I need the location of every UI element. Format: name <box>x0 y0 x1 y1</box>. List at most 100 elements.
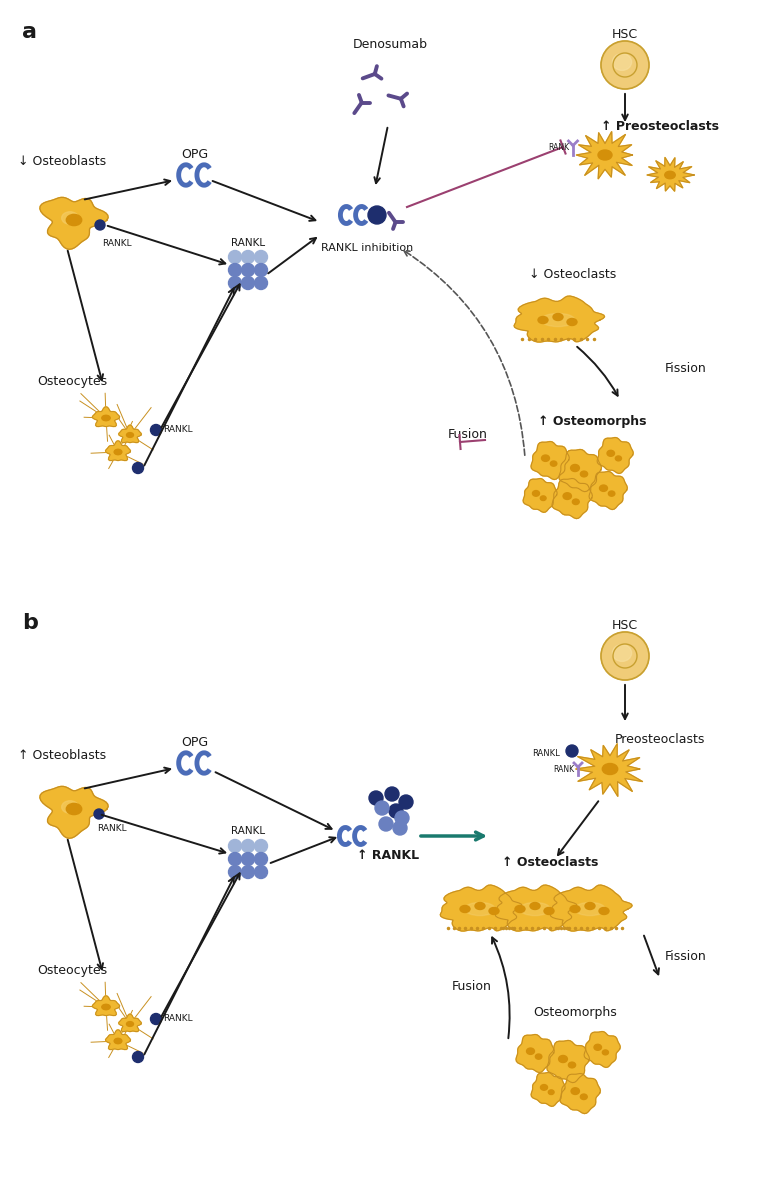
Ellipse shape <box>66 804 82 814</box>
Ellipse shape <box>553 313 563 320</box>
Polygon shape <box>560 1073 601 1113</box>
Circle shape <box>151 424 161 435</box>
Text: Fission: Fission <box>665 949 707 962</box>
Ellipse shape <box>460 905 470 913</box>
Text: RANKL: RANKL <box>102 239 131 248</box>
Circle shape <box>375 801 389 816</box>
Polygon shape <box>547 1040 590 1083</box>
Polygon shape <box>523 479 558 512</box>
Circle shape <box>255 264 268 277</box>
Ellipse shape <box>535 1054 542 1059</box>
Ellipse shape <box>515 905 525 913</box>
Polygon shape <box>647 157 694 191</box>
Ellipse shape <box>599 908 609 915</box>
Text: Osteocytes: Osteocytes <box>37 965 107 978</box>
Polygon shape <box>105 441 131 461</box>
Circle shape <box>389 804 403 818</box>
Text: Denosumab: Denosumab <box>352 38 428 51</box>
Circle shape <box>255 865 268 878</box>
Circle shape <box>241 852 255 865</box>
Circle shape <box>132 1052 144 1063</box>
Circle shape <box>241 277 255 290</box>
Text: ↑ RANKL: ↑ RANKL <box>357 849 419 862</box>
Circle shape <box>601 41 649 89</box>
Ellipse shape <box>520 902 550 916</box>
Ellipse shape <box>62 212 78 225</box>
Text: OPG: OPG <box>181 736 208 749</box>
Ellipse shape <box>548 1090 554 1095</box>
Ellipse shape <box>102 415 110 421</box>
Polygon shape <box>531 442 569 480</box>
Circle shape <box>601 632 649 680</box>
Polygon shape <box>118 426 141 442</box>
Text: HSC: HSC <box>612 28 638 41</box>
Ellipse shape <box>475 903 485 909</box>
Circle shape <box>228 852 241 865</box>
Polygon shape <box>576 131 632 178</box>
Text: RANK: RANK <box>554 765 574 773</box>
Ellipse shape <box>664 171 675 178</box>
Ellipse shape <box>541 496 546 500</box>
Text: Osteocytes: Osteocytes <box>37 375 107 388</box>
Ellipse shape <box>581 1095 588 1099</box>
Ellipse shape <box>612 644 631 662</box>
Text: ↑ Osteoblasts: ↑ Osteoblasts <box>18 749 106 762</box>
Ellipse shape <box>571 465 579 472</box>
Ellipse shape <box>600 485 608 492</box>
Polygon shape <box>584 1032 621 1067</box>
Circle shape <box>379 817 393 831</box>
Polygon shape <box>40 786 108 838</box>
Circle shape <box>255 251 268 264</box>
Polygon shape <box>441 885 522 931</box>
Circle shape <box>255 277 268 290</box>
Ellipse shape <box>598 150 612 160</box>
Ellipse shape <box>585 903 595 909</box>
Circle shape <box>228 277 241 290</box>
Text: Fusion: Fusion <box>448 428 488 441</box>
Polygon shape <box>552 479 592 519</box>
Circle shape <box>132 462 144 474</box>
Polygon shape <box>514 296 604 342</box>
Ellipse shape <box>544 908 554 915</box>
Text: ↑ Preosteoclasts: ↑ Preosteoclasts <box>601 121 719 134</box>
Polygon shape <box>597 437 633 474</box>
Text: RANKL: RANKL <box>97 824 127 833</box>
Polygon shape <box>495 885 577 931</box>
Circle shape <box>566 745 578 756</box>
Ellipse shape <box>594 1045 601 1051</box>
Ellipse shape <box>602 1050 608 1054</box>
Ellipse shape <box>607 450 614 456</box>
Polygon shape <box>92 407 120 427</box>
Ellipse shape <box>114 1038 122 1044</box>
Polygon shape <box>92 996 120 1015</box>
Polygon shape <box>516 1034 554 1072</box>
Ellipse shape <box>66 214 82 226</box>
Text: RANKL: RANKL <box>231 238 265 248</box>
Ellipse shape <box>541 1085 548 1090</box>
Circle shape <box>228 264 241 277</box>
Text: Fusion: Fusion <box>452 980 492 993</box>
Polygon shape <box>589 472 628 509</box>
Ellipse shape <box>615 456 621 461</box>
Ellipse shape <box>558 1056 568 1063</box>
Text: HSC: HSC <box>612 619 638 632</box>
Ellipse shape <box>532 491 540 496</box>
Circle shape <box>94 808 104 819</box>
Ellipse shape <box>571 1087 579 1095</box>
Circle shape <box>368 206 386 225</box>
Text: OPG: OPG <box>181 148 208 161</box>
Ellipse shape <box>581 472 588 476</box>
Text: RANKL: RANKL <box>163 1014 192 1022</box>
Circle shape <box>241 839 255 852</box>
Text: RANKL: RANKL <box>532 749 560 759</box>
Ellipse shape <box>62 800 78 813</box>
Text: Fission: Fission <box>665 362 707 375</box>
Circle shape <box>228 839 241 852</box>
Text: RANKL: RANKL <box>231 826 265 836</box>
Ellipse shape <box>608 491 615 496</box>
Ellipse shape <box>602 764 618 774</box>
Polygon shape <box>559 449 601 492</box>
Ellipse shape <box>114 449 122 455</box>
Circle shape <box>241 264 255 277</box>
Text: Preosteoclasts: Preosteoclasts <box>614 733 705 746</box>
